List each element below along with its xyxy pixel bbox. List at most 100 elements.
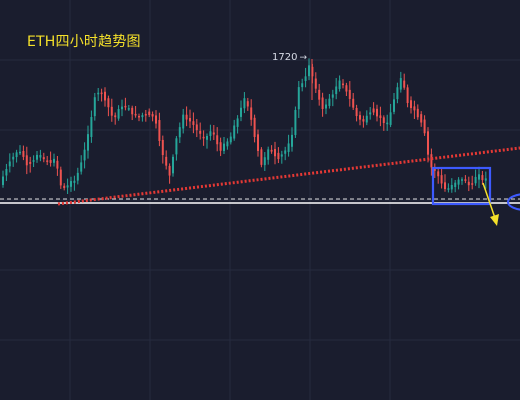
candle-body-35 xyxy=(121,106,123,110)
candle-body-87 xyxy=(297,87,300,110)
candle-body-108 xyxy=(369,112,372,115)
candle-body-71 xyxy=(243,98,246,109)
candle-body-81 xyxy=(277,152,280,160)
candle-body-114 xyxy=(389,112,392,125)
consolidation-box xyxy=(431,166,492,206)
candle-body-16 xyxy=(56,160,59,169)
candle-body-55 xyxy=(189,117,191,122)
candle-body-59 xyxy=(202,136,205,139)
rising-trendline xyxy=(57,146,520,206)
candle-body-25 xyxy=(87,134,89,151)
candle-body-36 xyxy=(124,105,127,108)
candle-body-95 xyxy=(325,104,327,109)
candle-body-34 xyxy=(117,109,120,119)
candle-body-5 xyxy=(19,151,21,154)
candle-body-135 xyxy=(461,179,463,181)
candle-body-130 xyxy=(444,182,446,190)
candle-body-27 xyxy=(93,97,96,117)
candle-body-85 xyxy=(291,134,293,147)
candle-body-125 xyxy=(427,131,429,155)
candle-body-20 xyxy=(70,181,72,187)
candle-body-123 xyxy=(420,114,423,123)
candle-body-19 xyxy=(66,185,69,188)
candle-body-30 xyxy=(104,91,106,101)
arrow-right-icon: → xyxy=(299,53,307,63)
candle-body-6 xyxy=(22,150,25,157)
candle-body-105 xyxy=(359,115,361,120)
candle-body-129 xyxy=(440,175,443,184)
candle-body-22 xyxy=(76,172,79,181)
candle-body-48 xyxy=(165,156,168,166)
breakdown-arrow-shaft xyxy=(482,182,497,222)
candle-body-73 xyxy=(250,107,253,120)
candle-body-67 xyxy=(229,136,232,143)
candle-body-31 xyxy=(107,98,110,108)
candle-body-93 xyxy=(318,89,321,100)
candle-body-142 xyxy=(484,178,487,181)
candle-body-51 xyxy=(175,138,178,155)
candle-body-4 xyxy=(15,152,18,158)
candle-body-88 xyxy=(301,83,304,88)
candle-body-97 xyxy=(331,94,334,98)
candle-body-0 xyxy=(2,176,4,185)
candle-body-33 xyxy=(114,115,117,118)
candle-body-52 xyxy=(178,127,181,138)
candle-body-42 xyxy=(144,114,147,116)
candle-body-80 xyxy=(274,149,276,157)
candle-body-119 xyxy=(406,87,409,104)
candle-body-113 xyxy=(386,122,389,125)
candle-body-104 xyxy=(355,107,358,117)
candle-body-46 xyxy=(158,120,161,141)
candle-body-127 xyxy=(433,167,436,171)
candle-body-128 xyxy=(437,171,440,177)
candle-body-63 xyxy=(216,135,219,145)
candle-body-23 xyxy=(80,162,83,172)
candle-body-47 xyxy=(161,139,164,156)
candle-body-28 xyxy=(97,92,100,95)
candle-body-107 xyxy=(365,115,368,123)
candle-body-96 xyxy=(328,98,331,106)
candle-body-26 xyxy=(90,117,93,137)
candle-body-72 xyxy=(246,101,249,107)
candle-body-69 xyxy=(236,118,239,127)
candle-body-141 xyxy=(481,175,484,181)
candle-body-103 xyxy=(352,98,355,108)
candle-body-94 xyxy=(321,97,324,110)
candle-body-78 xyxy=(267,149,270,160)
candle-body-109 xyxy=(372,108,375,113)
candle-body-12 xyxy=(42,157,45,160)
level-ellipse-marker xyxy=(507,193,520,211)
candle-body-76 xyxy=(260,149,263,165)
candle-body-41 xyxy=(141,115,144,118)
candle-body-92 xyxy=(314,78,317,89)
candle-body-83 xyxy=(284,150,287,154)
candle-body-101 xyxy=(345,85,348,92)
candle-body-14 xyxy=(49,160,52,163)
candle-body-120 xyxy=(410,100,412,109)
peak-annotation: 1720 → xyxy=(272,52,307,63)
candle-body-84 xyxy=(287,143,290,152)
candle-body-21 xyxy=(73,180,76,183)
candle-body-13 xyxy=(46,160,49,162)
candle-body-62 xyxy=(212,132,215,135)
candle-body-140 xyxy=(478,174,480,180)
candle-body-111 xyxy=(379,115,382,119)
candle-body-132 xyxy=(450,185,453,190)
candle-body-75 xyxy=(257,134,259,151)
candle-body-56 xyxy=(192,121,195,125)
candle-body-49 xyxy=(168,165,171,176)
candle-body-58 xyxy=(199,130,202,134)
candle-body-131 xyxy=(447,188,450,190)
candle-body-134 xyxy=(457,179,460,185)
candle-body-74 xyxy=(253,117,256,137)
candle-body-37 xyxy=(127,108,130,110)
candle-body-38 xyxy=(131,107,134,115)
candle-body-18 xyxy=(63,185,66,189)
candle-body-98 xyxy=(335,86,338,95)
candle-body-136 xyxy=(464,179,467,181)
candle-body-2 xyxy=(8,161,11,167)
candle-body-10 xyxy=(36,154,38,160)
candle-body-15 xyxy=(53,158,55,163)
candle-body-7 xyxy=(25,155,28,166)
